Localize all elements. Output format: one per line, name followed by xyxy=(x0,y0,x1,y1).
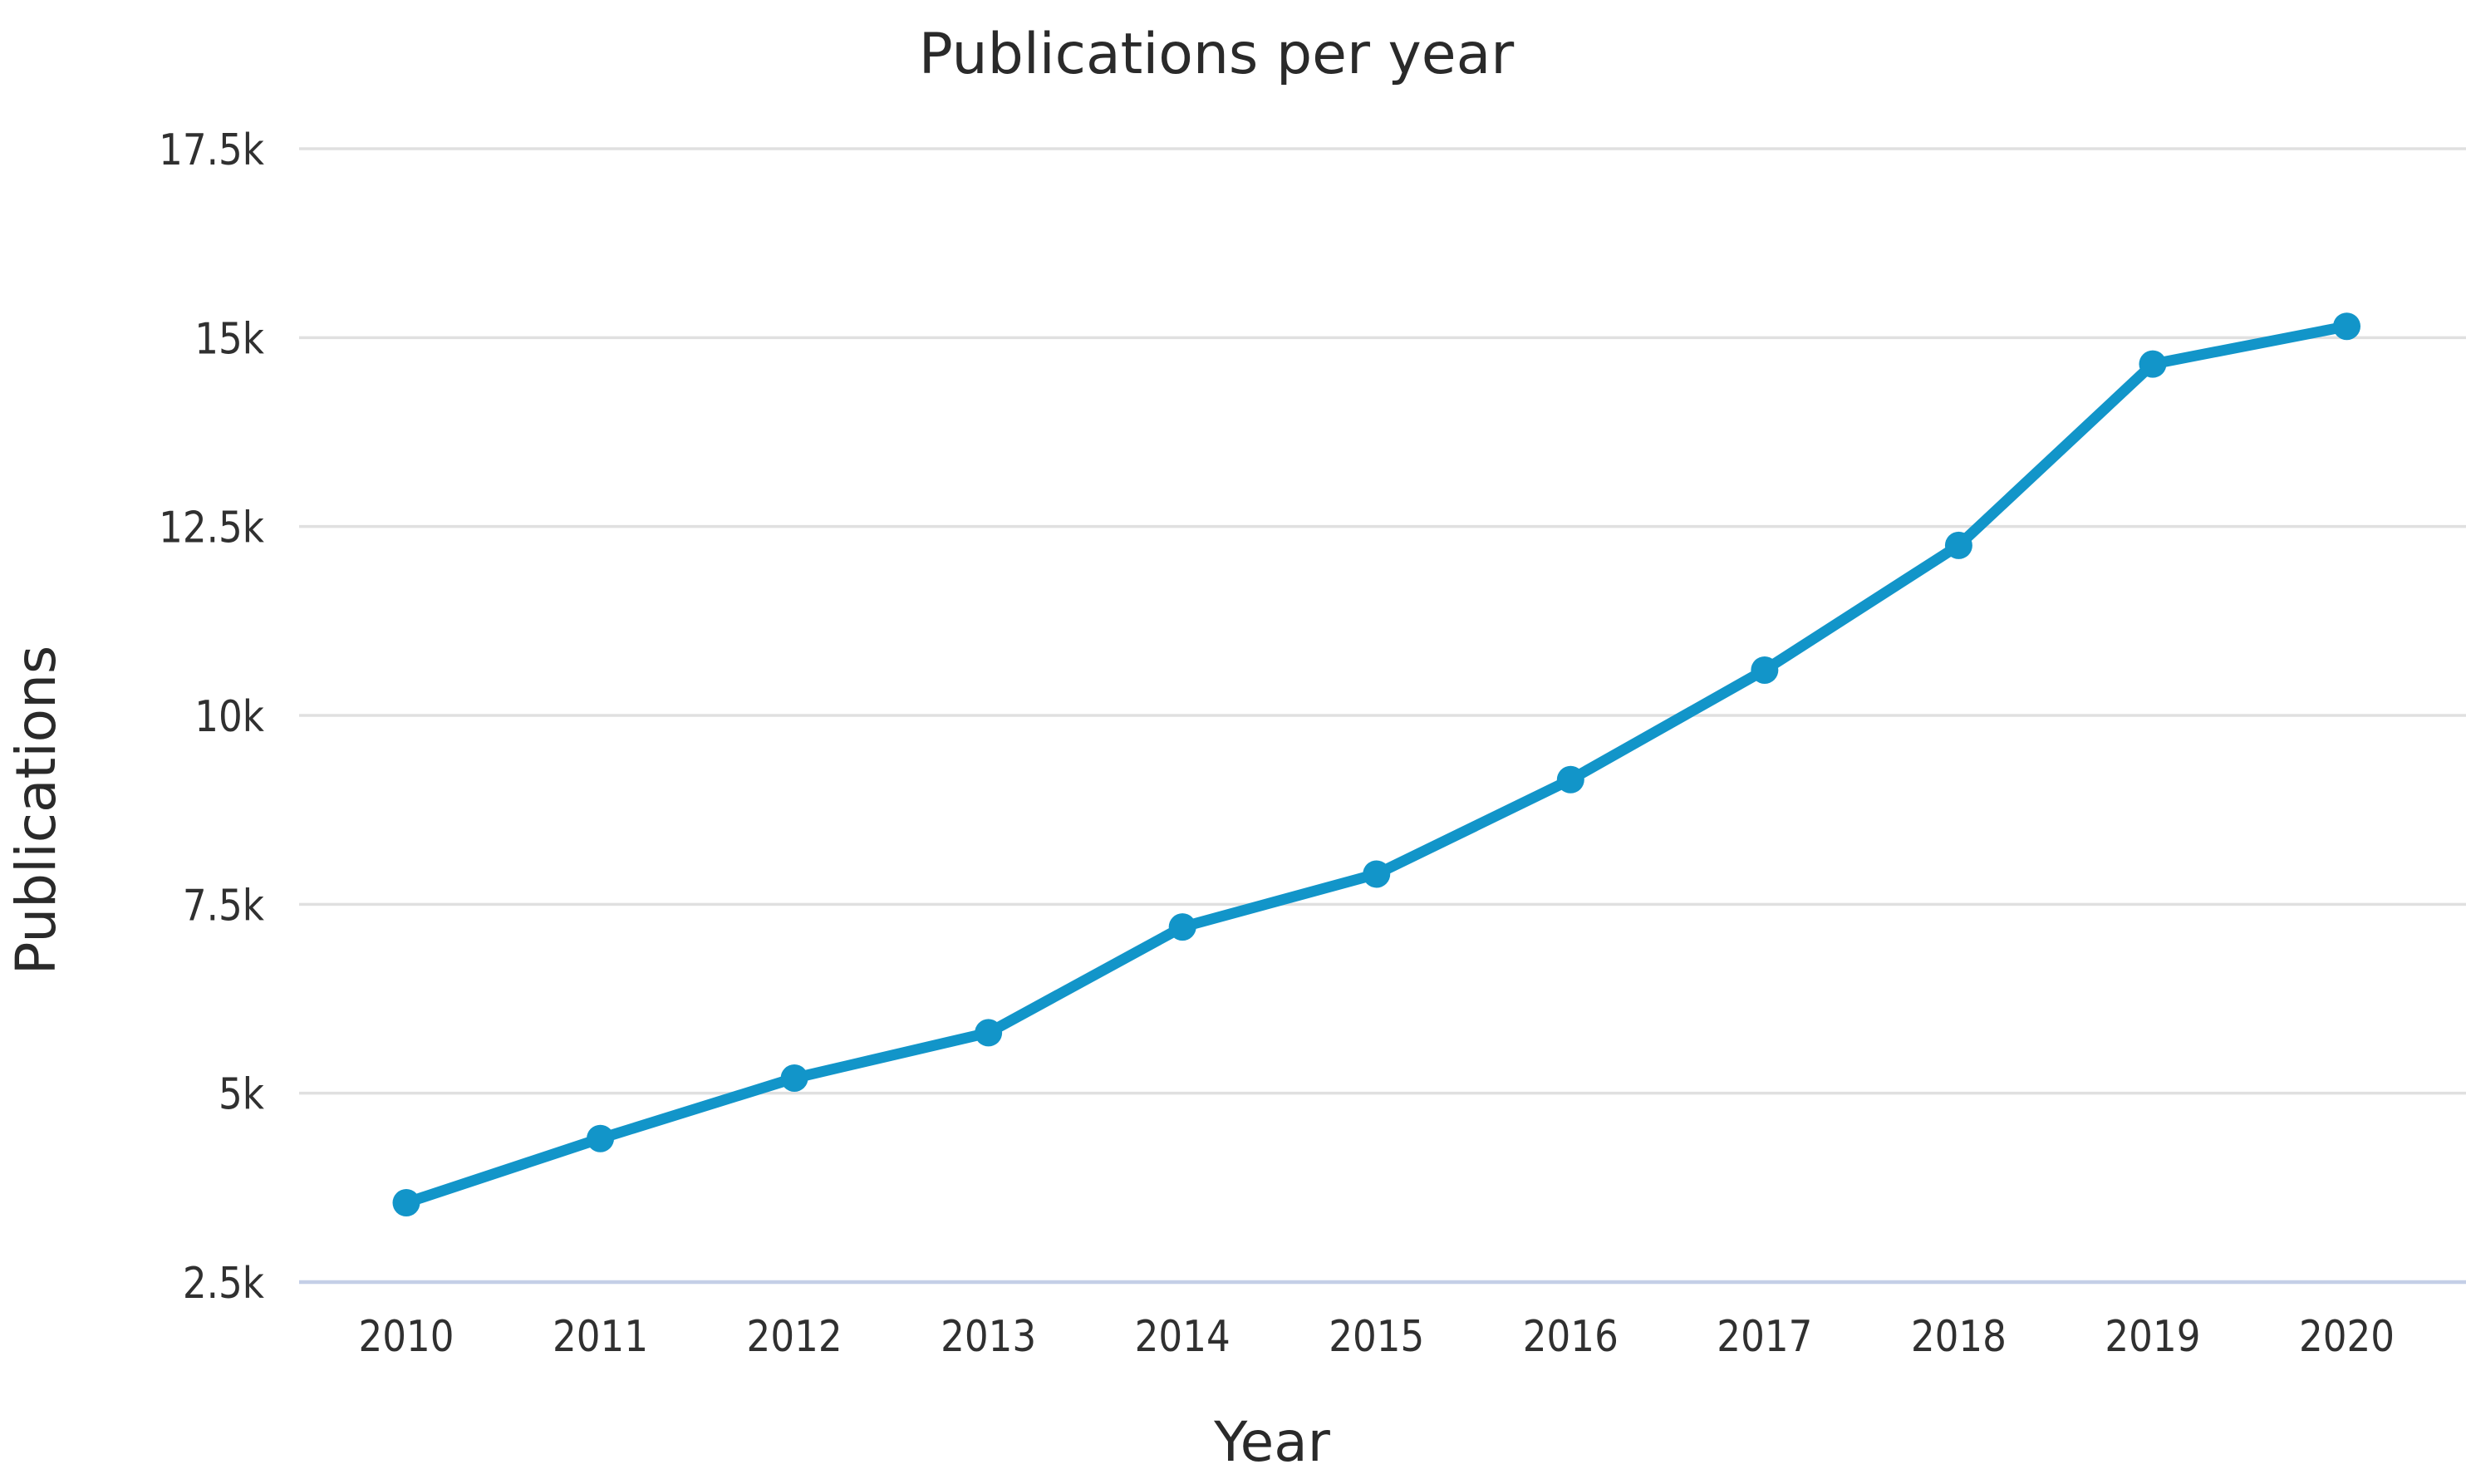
data-point-2013[interactable] xyxy=(975,1019,1003,1047)
y-axis-title: Publications xyxy=(4,646,68,975)
data-point-2020[interactable] xyxy=(2333,312,2360,341)
x-tick-label-2016: 2016 xyxy=(1523,1312,1619,1362)
y-tick-label-15k: 15k xyxy=(194,314,264,364)
x-tick-label-2011: 2011 xyxy=(553,1312,648,1362)
x-tick-label-2015: 2015 xyxy=(1329,1312,1424,1362)
data-line-publications xyxy=(400,321,2352,1209)
data-point-2010[interactable] xyxy=(392,1189,420,1217)
x-tick-label-2013: 2013 xyxy=(941,1312,1036,1362)
x-tick-label-2014: 2014 xyxy=(1135,1312,1231,1362)
data-point-2019[interactable] xyxy=(2139,350,2167,378)
chart-title: Publications per year xyxy=(919,22,1515,87)
data-point-2016[interactable] xyxy=(1556,765,1584,794)
x-tick-label-2020: 2020 xyxy=(2299,1312,2395,1362)
x-axis-tick-labels: 2010 2011 2012 2013 2014 2015 2016 2017 2018 2019… xyxy=(358,1312,2395,1362)
y-axis-tick-labels: 2.5k 5k 7.5k 10k 12.5k 15k 17.5k xyxy=(159,125,265,1309)
data-point-2012[interactable] xyxy=(780,1064,808,1092)
data-point-2014[interactable] xyxy=(1168,913,1196,941)
x-tick-label-2010: 2010 xyxy=(358,1312,454,1362)
gridlines xyxy=(299,147,2466,1285)
x-tick-label-2018: 2018 xyxy=(1911,1312,2007,1362)
y-tick-label-7.5k: 7.5k xyxy=(183,881,265,931)
data-point-2011[interactable] xyxy=(587,1124,615,1152)
x-tick-label-2012: 2012 xyxy=(747,1312,842,1362)
y-tick-label-17.5k: 17.5k xyxy=(159,125,265,175)
data-point-2018[interactable] xyxy=(1944,531,1972,559)
y-tick-label-2.5k: 2.5k xyxy=(183,1259,265,1309)
data-point-2015[interactable] xyxy=(1363,860,1391,888)
data-point-2017[interactable] xyxy=(1751,656,1779,684)
y-tick-label-10k: 10k xyxy=(194,692,264,742)
y-tick-label-5k: 5k xyxy=(219,1070,265,1120)
x-tick-label-2017: 2017 xyxy=(1717,1312,1812,1362)
x-tick-label-2019: 2019 xyxy=(2105,1312,2200,1362)
x-axis-title: Year xyxy=(1213,1410,1331,1474)
data-series xyxy=(392,312,2360,1217)
y-tick-label-12.5k: 12.5k xyxy=(159,504,265,553)
